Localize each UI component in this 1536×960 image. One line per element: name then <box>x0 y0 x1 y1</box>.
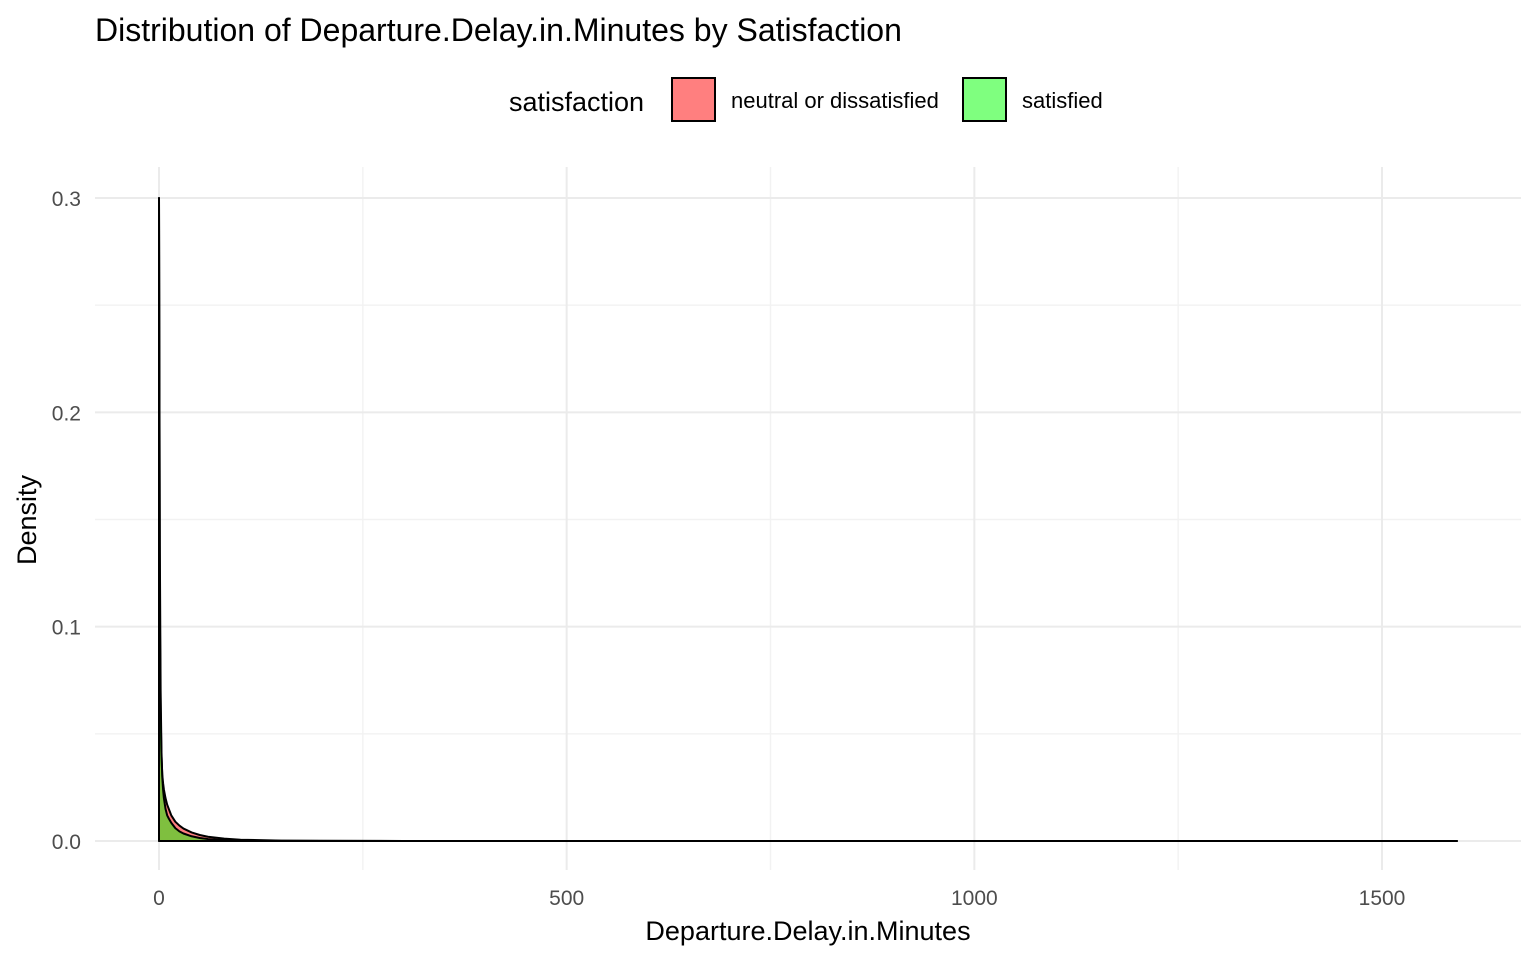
legend: satisfaction neutral or dissatisfied sati… <box>509 77 1103 122</box>
major-gridlines <box>95 167 1521 870</box>
density-area-satisfied <box>158 197 1459 842</box>
x-axis-ticks: 0 500 1000 1500 <box>153 887 1405 910</box>
chart-title: Distribution of Departure.Delay.in.Minut… <box>95 12 902 48</box>
x-tick-label: 500 <box>549 887 584 910</box>
y-axis-label: Density <box>12 474 42 565</box>
legend-label: neutral or dissatisfied <box>731 88 939 113</box>
legend-key-neutral-or-dissatisfied <box>671 77 716 122</box>
legend-label: satisfied <box>1022 88 1103 113</box>
y-tick-label: 0.1 <box>52 617 81 640</box>
x-axis-label: Departure.Delay.in.Minutes <box>645 916 970 946</box>
x-tick-label: 0 <box>153 887 165 910</box>
y-tick-label: 0.0 <box>52 831 81 854</box>
y-tick-label: 0.2 <box>52 402 81 425</box>
minor-gridlines <box>95 167 1521 870</box>
series-layer <box>158 197 1459 842</box>
legend-key-satisfied <box>962 77 1007 122</box>
x-tick-label: 1000 <box>951 887 998 910</box>
y-axis-ticks: 0.0 0.1 0.2 0.3 <box>52 188 81 854</box>
y-tick-label: 0.3 <box>52 188 81 211</box>
legend-title: satisfaction <box>509 87 644 117</box>
plot-panel <box>95 167 1521 870</box>
x-tick-label: 1500 <box>1359 887 1406 910</box>
